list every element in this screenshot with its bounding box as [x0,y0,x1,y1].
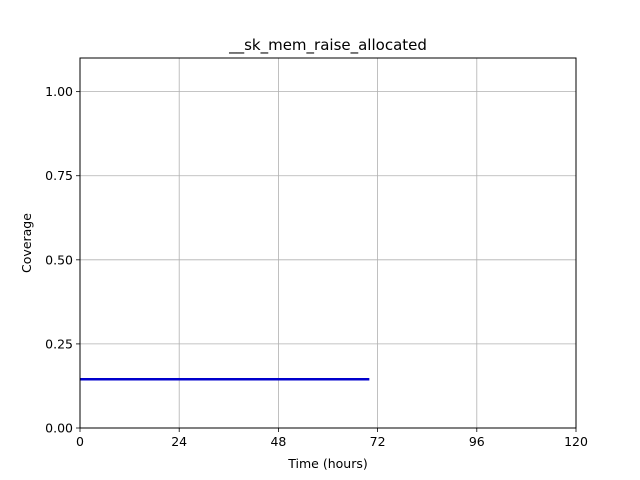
x-tick-label: 96 [469,434,485,449]
grid [79,58,577,429]
y-tick-label: 0.00 [45,421,73,436]
x-tick-label: 48 [270,434,286,449]
x-tick-label: 24 [171,434,187,449]
y-axis-label: Coverage [19,213,34,273]
ticks: 0 24 48 72 96 120 0.00 0.25 0.50 0.75 1.00 [45,84,588,449]
chart-title: __sk_mem_raise_allocated [228,36,427,55]
x-tick-label: 0 [76,434,84,449]
plot-frame [79,57,577,429]
y-tick-label: 1.00 [45,84,73,99]
y-tick-label: 0.25 [45,336,73,351]
y-tick-label: 0.75 [45,168,73,183]
x-tick-label: 72 [370,434,386,449]
x-axis-label: Time (hours) [287,456,367,471]
y-tick-label: 0.50 [45,252,73,267]
x-tick-label: 120 [564,434,588,449]
